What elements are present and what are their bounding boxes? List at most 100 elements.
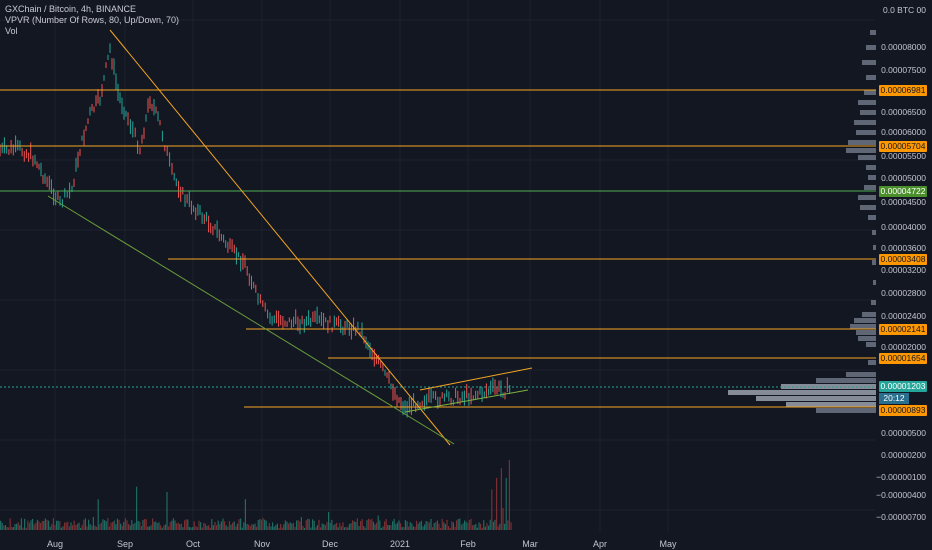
volume-bar [68, 526, 70, 530]
volume-bar [489, 519, 491, 530]
volume-bar [347, 527, 349, 530]
volume-bar [4, 525, 6, 530]
volume-bar [307, 518, 309, 530]
volume-bar [326, 522, 328, 530]
volume-bar [246, 523, 248, 530]
vpvr-row [850, 324, 876, 329]
volume-bar [73, 520, 75, 530]
volume-bar [371, 518, 373, 530]
volume-bar [132, 524, 134, 530]
volume-bar [185, 519, 187, 530]
volume-bar [52, 518, 54, 530]
volume-bar [164, 524, 166, 530]
price-tick: 0.00006500 [881, 107, 926, 117]
volume-bar [81, 524, 83, 530]
price-tick: 0.00003200 [881, 265, 926, 275]
horizontal-levels[interactable] [0, 89, 876, 408]
volume-bar [265, 520, 267, 530]
volume-bar [195, 526, 197, 530]
volume-bar [182, 527, 184, 530]
volume-bar [140, 526, 142, 530]
volume-bar [424, 524, 426, 530]
volume-bar [451, 521, 453, 530]
volume-bar [292, 523, 294, 530]
volume-bar [492, 521, 494, 530]
price-tick: 0.00006000 [881, 127, 926, 137]
price-tag-level[interactable]: 0.00000893 [879, 405, 927, 416]
volume-bar [257, 520, 259, 530]
price-tick: 0.00003600 [881, 243, 926, 253]
price-tag-level[interactable]: 0.00001654 [879, 353, 927, 364]
price-tick: 0.00005000 [881, 173, 926, 183]
volume-bar [142, 519, 144, 530]
time-tick: Sep [116, 539, 134, 549]
volume-bar [260, 519, 262, 530]
trend-line-descending-resistance [109, 29, 451, 446]
volume-bar [200, 522, 202, 530]
volume-bar [244, 499, 246, 530]
volume-bar [96, 526, 98, 530]
vpvr-indicator-label[interactable]: VPVR (Number Of Rows, 80, Up/Down, 70) [5, 15, 180, 25]
volume-bar [483, 520, 485, 530]
volume-bar [219, 524, 221, 530]
volume-bar [6, 527, 8, 530]
volume-bar [448, 526, 450, 530]
price-tag-current[interactable]: 0.00001203 [879, 381, 927, 392]
price-tag-level[interactable]: 0.00006981 [879, 85, 927, 96]
volume-bar [208, 525, 210, 530]
volume-bar [272, 522, 274, 530]
vpvr-row [868, 360, 876, 365]
volume-bar [0, 520, 2, 530]
volume-bar [456, 520, 458, 530]
volume-bar [275, 525, 277, 530]
volume-indicator-label[interactable]: Vol [5, 26, 18, 36]
volume-bar [336, 522, 338, 530]
volume-bar [3, 525, 5, 530]
time-tick: Oct [185, 539, 201, 549]
volume-bar [441, 518, 443, 530]
vpvr-row [856, 130, 876, 135]
volume-bar [480, 523, 482, 530]
volume-bar [1, 522, 3, 530]
vpvr-row [866, 75, 876, 80]
volume-bar [268, 523, 270, 530]
symbol-title[interactable]: GXChain / Bitcoin, 4h, BINANCE [5, 4, 137, 14]
volume-bar [144, 519, 146, 530]
price-tag-level[interactable]: 0.00005704 [879, 141, 927, 152]
volume-bar [452, 522, 454, 530]
volume-bar [443, 522, 445, 530]
price-tag-level[interactable]: 0.00004722 [879, 186, 927, 197]
vpvr-row [858, 100, 876, 105]
volume-bar [422, 526, 424, 530]
volume-bar [216, 525, 218, 530]
volume-bar [436, 520, 438, 530]
trend-lines[interactable] [47, 29, 533, 446]
volume-bar [12, 527, 14, 530]
volume-bar [299, 521, 301, 530]
time-tick: Apr [592, 539, 608, 549]
volume-bar [361, 519, 363, 530]
time-tick: Aug [46, 539, 64, 549]
price-candles [0, 43, 511, 418]
volume-bar [153, 521, 155, 530]
volume-bar [251, 524, 253, 530]
volume-bar [86, 526, 88, 530]
volume-bar [320, 527, 322, 530]
volume-bar [240, 518, 242, 530]
volume-bar [358, 526, 360, 530]
volume-bar [384, 521, 386, 530]
price-tag-level[interactable]: 0.00002141 [879, 324, 927, 335]
volume-bar [118, 519, 120, 530]
price-tick: −0.00000100 [876, 472, 926, 482]
vpvr-row [864, 185, 876, 190]
volume-bar [460, 524, 462, 530]
volume-bar [228, 521, 230, 530]
volume-bar [152, 518, 154, 530]
volume-bar [284, 520, 286, 530]
volume-bar [105, 521, 107, 530]
time-tick: Nov [253, 539, 271, 549]
volume-bar [308, 519, 310, 530]
volume-bar [396, 522, 398, 530]
price-tag-level[interactable]: 0.00003408 [879, 254, 927, 265]
